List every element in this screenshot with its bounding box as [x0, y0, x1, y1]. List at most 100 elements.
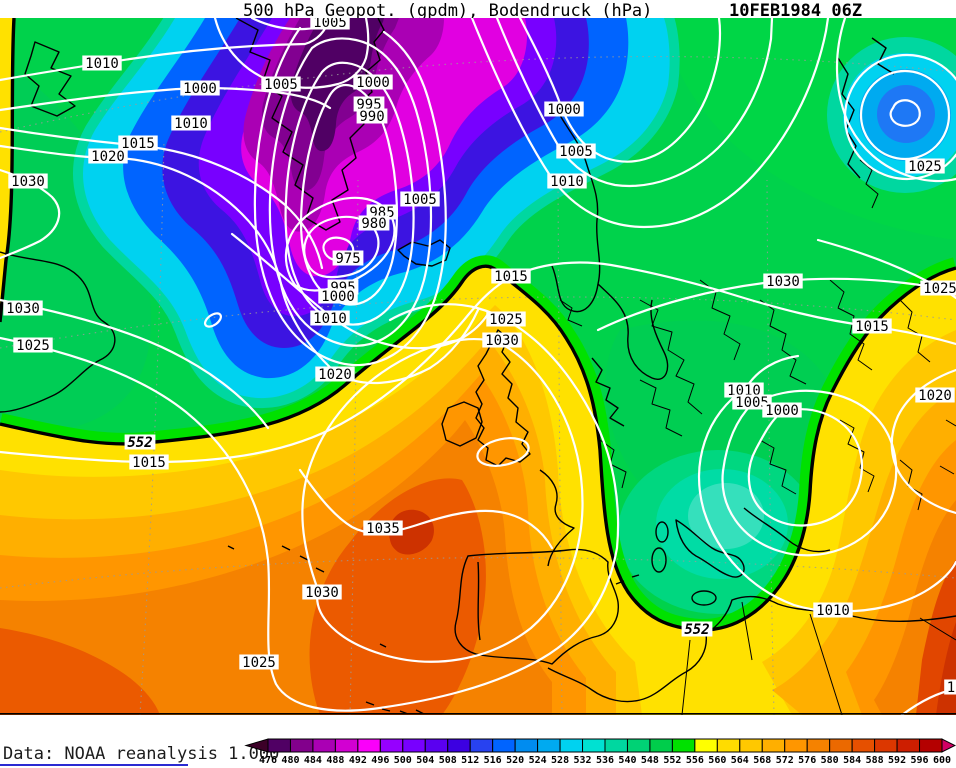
pressure-label: 1005: [313, 18, 347, 31]
pressure-label: 1025: [242, 655, 276, 671]
colorbar-tick-label: 564: [731, 755, 749, 766]
pressure-label: 975: [335, 251, 360, 267]
height-contour-label: 552: [127, 435, 152, 451]
colorbar-right-arrow: [941, 738, 956, 753]
colorbar-tick-label: 520: [506, 755, 524, 766]
pressure-label: 1020: [318, 367, 352, 383]
colorbar-segment: [784, 738, 808, 753]
pressure-label: 1005: [403, 192, 437, 208]
pressure-label: 1025: [908, 159, 942, 175]
pressure-label: 1015: [132, 455, 166, 471]
map-title: 500 hPa Geopot. (gpdm), Bodendruck (hPa): [243, 1, 653, 21]
colorbar-segment: [739, 738, 763, 753]
colorbar-tick-label: 596: [911, 755, 929, 766]
pressure-label: 1020: [91, 149, 125, 165]
colorbar-segment: [649, 738, 673, 753]
pressure-label: 1015: [494, 269, 528, 285]
pressure-label: 1015: [855, 319, 889, 335]
colorbar-segment: [492, 738, 516, 753]
pressure-label: 1015: [121, 136, 155, 152]
pressure-label: 1005: [559, 144, 593, 160]
colorbar-tick-label: 588: [866, 755, 884, 766]
pressure-label: 1000: [321, 289, 355, 305]
colorbar-segment: [806, 738, 831, 753]
colorbar-segment: [469, 738, 494, 753]
pressure-label: 990: [359, 109, 384, 125]
colorbar-tick-label: 552: [663, 755, 681, 766]
colorbar-segment: [289, 738, 314, 753]
colorbar-segment: [402, 738, 426, 753]
colorbar-tick-label: 580: [821, 755, 839, 766]
map-datetime: 10FEB1984 06Z: [729, 1, 863, 21]
colorbar-segment: [671, 738, 696, 753]
colorbar-tick-label: 492: [349, 755, 367, 766]
colorbar-segment: [514, 738, 539, 753]
colorbar-tick-label: 508: [439, 755, 457, 766]
pressure-label: 1010: [85, 56, 119, 72]
pressure-label: 1010: [313, 311, 347, 327]
colorbar-segment: [424, 738, 449, 753]
colorbar-segment: [267, 738, 291, 753]
pressure-label: 1: [947, 680, 955, 696]
colorbar-tick-label: 600: [933, 755, 951, 766]
colorbar-segment: [761, 738, 786, 753]
colorbar-tick-label: 500: [394, 755, 412, 766]
pressure-label: 1000: [547, 102, 581, 118]
colorbar-segment: [537, 738, 561, 753]
colorbar-segment: [716, 738, 741, 753]
colorbar-tick-labels: 476 480 484 488 492 496 500 504 508 512 516 520 524 5…: [259, 755, 951, 766]
colorbar-segment: [447, 738, 471, 753]
pressure-label: 1020: [918, 388, 952, 404]
colorbar-segment: [829, 738, 853, 753]
colorbar-segments: [244, 738, 956, 753]
colorbar-tick-label: 488: [326, 755, 344, 766]
pressure-label: 1025: [16, 338, 50, 354]
pressure-label: 1005: [264, 77, 298, 93]
credit-data-source: Data: NOAA reanalysis 1.000°: [3, 744, 290, 764]
colorbar-tick-label: 504: [416, 755, 434, 766]
colorbar-tick-label: 484: [304, 755, 322, 766]
colorbar-segment: [582, 738, 606, 753]
colorbar-tick-label: 568: [753, 755, 771, 766]
colorbar-tick-label: 532: [574, 755, 592, 766]
pressure-label: 1030: [485, 333, 519, 349]
pressure-label: 1035: [366, 521, 400, 537]
credits: Data: NOAA reanalysis 1.000° (C) Wetterz…: [3, 716, 290, 768]
colorbar-tick-label: 560: [708, 755, 726, 766]
colorbar-segment: [896, 738, 921, 753]
colorbar-segment: [559, 738, 584, 753]
map-canvas: 1005 1010 1000 1005 1000 995 990 1000 1010 1015 10…: [0, 18, 956, 715]
pressure-label: 1030: [305, 585, 339, 601]
colorbar-tick-label: 556: [686, 755, 704, 766]
colorbar-tick-label: 548: [641, 755, 659, 766]
pressure-label: 1025: [489, 312, 523, 328]
colorbar-tick-label: 512: [461, 755, 479, 766]
colorbar-tick-label: 592: [888, 755, 906, 766]
pressure-label: 1000: [765, 403, 799, 419]
colorbar-tick-label: 476: [259, 755, 277, 766]
pressure-label: 1025: [923, 281, 956, 297]
colorbar-segment: [312, 738, 336, 753]
colorbar-tick-label: 536: [596, 755, 614, 766]
pressure-label: 1030: [766, 274, 800, 290]
colorbar-tick-label: 528: [551, 755, 569, 766]
colorbar-segment: [851, 738, 876, 753]
colorbar-tick-label: 524: [529, 755, 547, 766]
pressure-label: 980: [361, 216, 386, 232]
colorbar-tick-label: 516: [484, 755, 502, 766]
colorbar: 476 480 484 488 492 496 500 504 508 512 516 520 524 5…: [244, 738, 956, 766]
pressure-label: 1010: [550, 174, 584, 190]
colorbar-segment: [604, 738, 628, 753]
colorbar-segment: [694, 738, 718, 753]
colorbar-tick-label: 480: [281, 755, 299, 766]
colorbar-tick-label: 496: [371, 755, 389, 766]
pressure-label: 1030: [11, 174, 45, 190]
colorbar-segment: [334, 738, 359, 753]
colorbar-tick-label: 540: [618, 755, 636, 766]
colorbar-segment: [379, 738, 404, 753]
colorbar-left-arrow: [244, 738, 269, 753]
pressure-label: 1010: [174, 116, 208, 132]
